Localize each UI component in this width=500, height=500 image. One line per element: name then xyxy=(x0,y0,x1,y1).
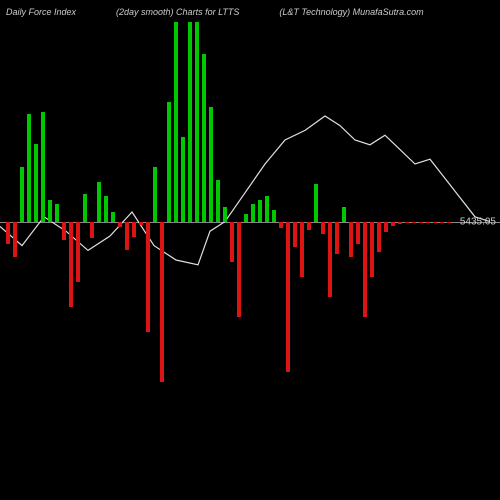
force-index-bar xyxy=(167,102,171,222)
force-index-bar xyxy=(104,196,108,222)
force-index-bar xyxy=(48,200,52,222)
force-index-bar xyxy=(20,167,24,222)
header-left: Daily Force Index xyxy=(6,7,76,17)
force-index-bar xyxy=(153,167,157,222)
force-index-bar xyxy=(335,222,339,254)
force-index-bar xyxy=(244,214,248,222)
force-index-bar xyxy=(27,114,31,222)
force-index-bar xyxy=(398,222,402,224)
force-index-bar xyxy=(118,222,122,227)
force-index-bar xyxy=(440,222,444,223)
force-index-bar xyxy=(342,207,346,222)
force-index-bar xyxy=(97,182,101,222)
force-index-bar xyxy=(391,222,395,226)
force-index-bar xyxy=(146,222,150,332)
force-index-bar xyxy=(370,222,374,277)
force-index-bar xyxy=(160,222,164,382)
force-index-bar xyxy=(307,222,311,230)
force-index-bar xyxy=(34,144,38,222)
force-index-bar xyxy=(209,107,213,222)
force-index-bar xyxy=(216,180,220,222)
force-index-bar xyxy=(265,196,269,222)
force-index-bar xyxy=(321,222,325,234)
force-index-bar xyxy=(293,222,297,247)
force-index-bar xyxy=(188,22,192,222)
force-index-bar xyxy=(384,222,388,232)
force-index-bar xyxy=(412,222,416,223)
force-index-bar xyxy=(202,54,206,222)
force-index-bar xyxy=(111,212,115,222)
force-index-bar xyxy=(426,222,430,223)
force-index-bar xyxy=(272,210,276,222)
force-index-bar xyxy=(447,222,451,223)
force-index-bar xyxy=(83,194,87,222)
force-index-bar xyxy=(6,222,10,244)
force-index-bar xyxy=(13,222,17,257)
header-right: (L&T Technology) MunafaSutra.com xyxy=(279,7,423,17)
force-index-bar xyxy=(125,222,129,250)
force-index-bar xyxy=(230,222,234,262)
header-center: (2day smooth) Charts for LTTS xyxy=(116,7,239,17)
force-index-bar xyxy=(363,222,367,317)
force-index-bar xyxy=(251,204,255,222)
force-index-bar xyxy=(62,222,66,240)
force-index-bar xyxy=(237,222,241,317)
force-index-bar xyxy=(132,222,136,237)
force-index-bar xyxy=(174,22,178,222)
force-index-bar xyxy=(419,222,423,223)
force-index-bar xyxy=(356,222,360,244)
force-index-chart: 5435.05 xyxy=(0,20,500,500)
force-index-bar xyxy=(76,222,80,282)
force-index-bar xyxy=(279,222,283,228)
force-index-bar xyxy=(300,222,304,277)
force-index-bar xyxy=(69,222,73,307)
force-index-bar xyxy=(195,22,199,222)
chart-header: Daily Force Index (2day smooth) Charts f… xyxy=(0,4,500,20)
force-index-bar xyxy=(349,222,353,257)
price-label: 5435.05 xyxy=(460,216,496,227)
force-index-bar xyxy=(433,222,437,223)
force-index-bar xyxy=(377,222,381,252)
price-line xyxy=(0,20,500,500)
force-index-bar xyxy=(328,222,332,297)
force-index-bar xyxy=(405,222,409,223)
force-index-bar xyxy=(181,137,185,222)
chart-baseline xyxy=(0,222,500,223)
force-index-bar xyxy=(286,222,290,372)
force-index-bar xyxy=(41,112,45,222)
force-index-bar xyxy=(223,207,227,222)
force-index-bar xyxy=(314,184,318,222)
force-index-bar xyxy=(90,222,94,238)
force-index-bar xyxy=(258,200,262,222)
force-index-bar xyxy=(139,222,143,225)
force-index-bar xyxy=(55,204,59,222)
